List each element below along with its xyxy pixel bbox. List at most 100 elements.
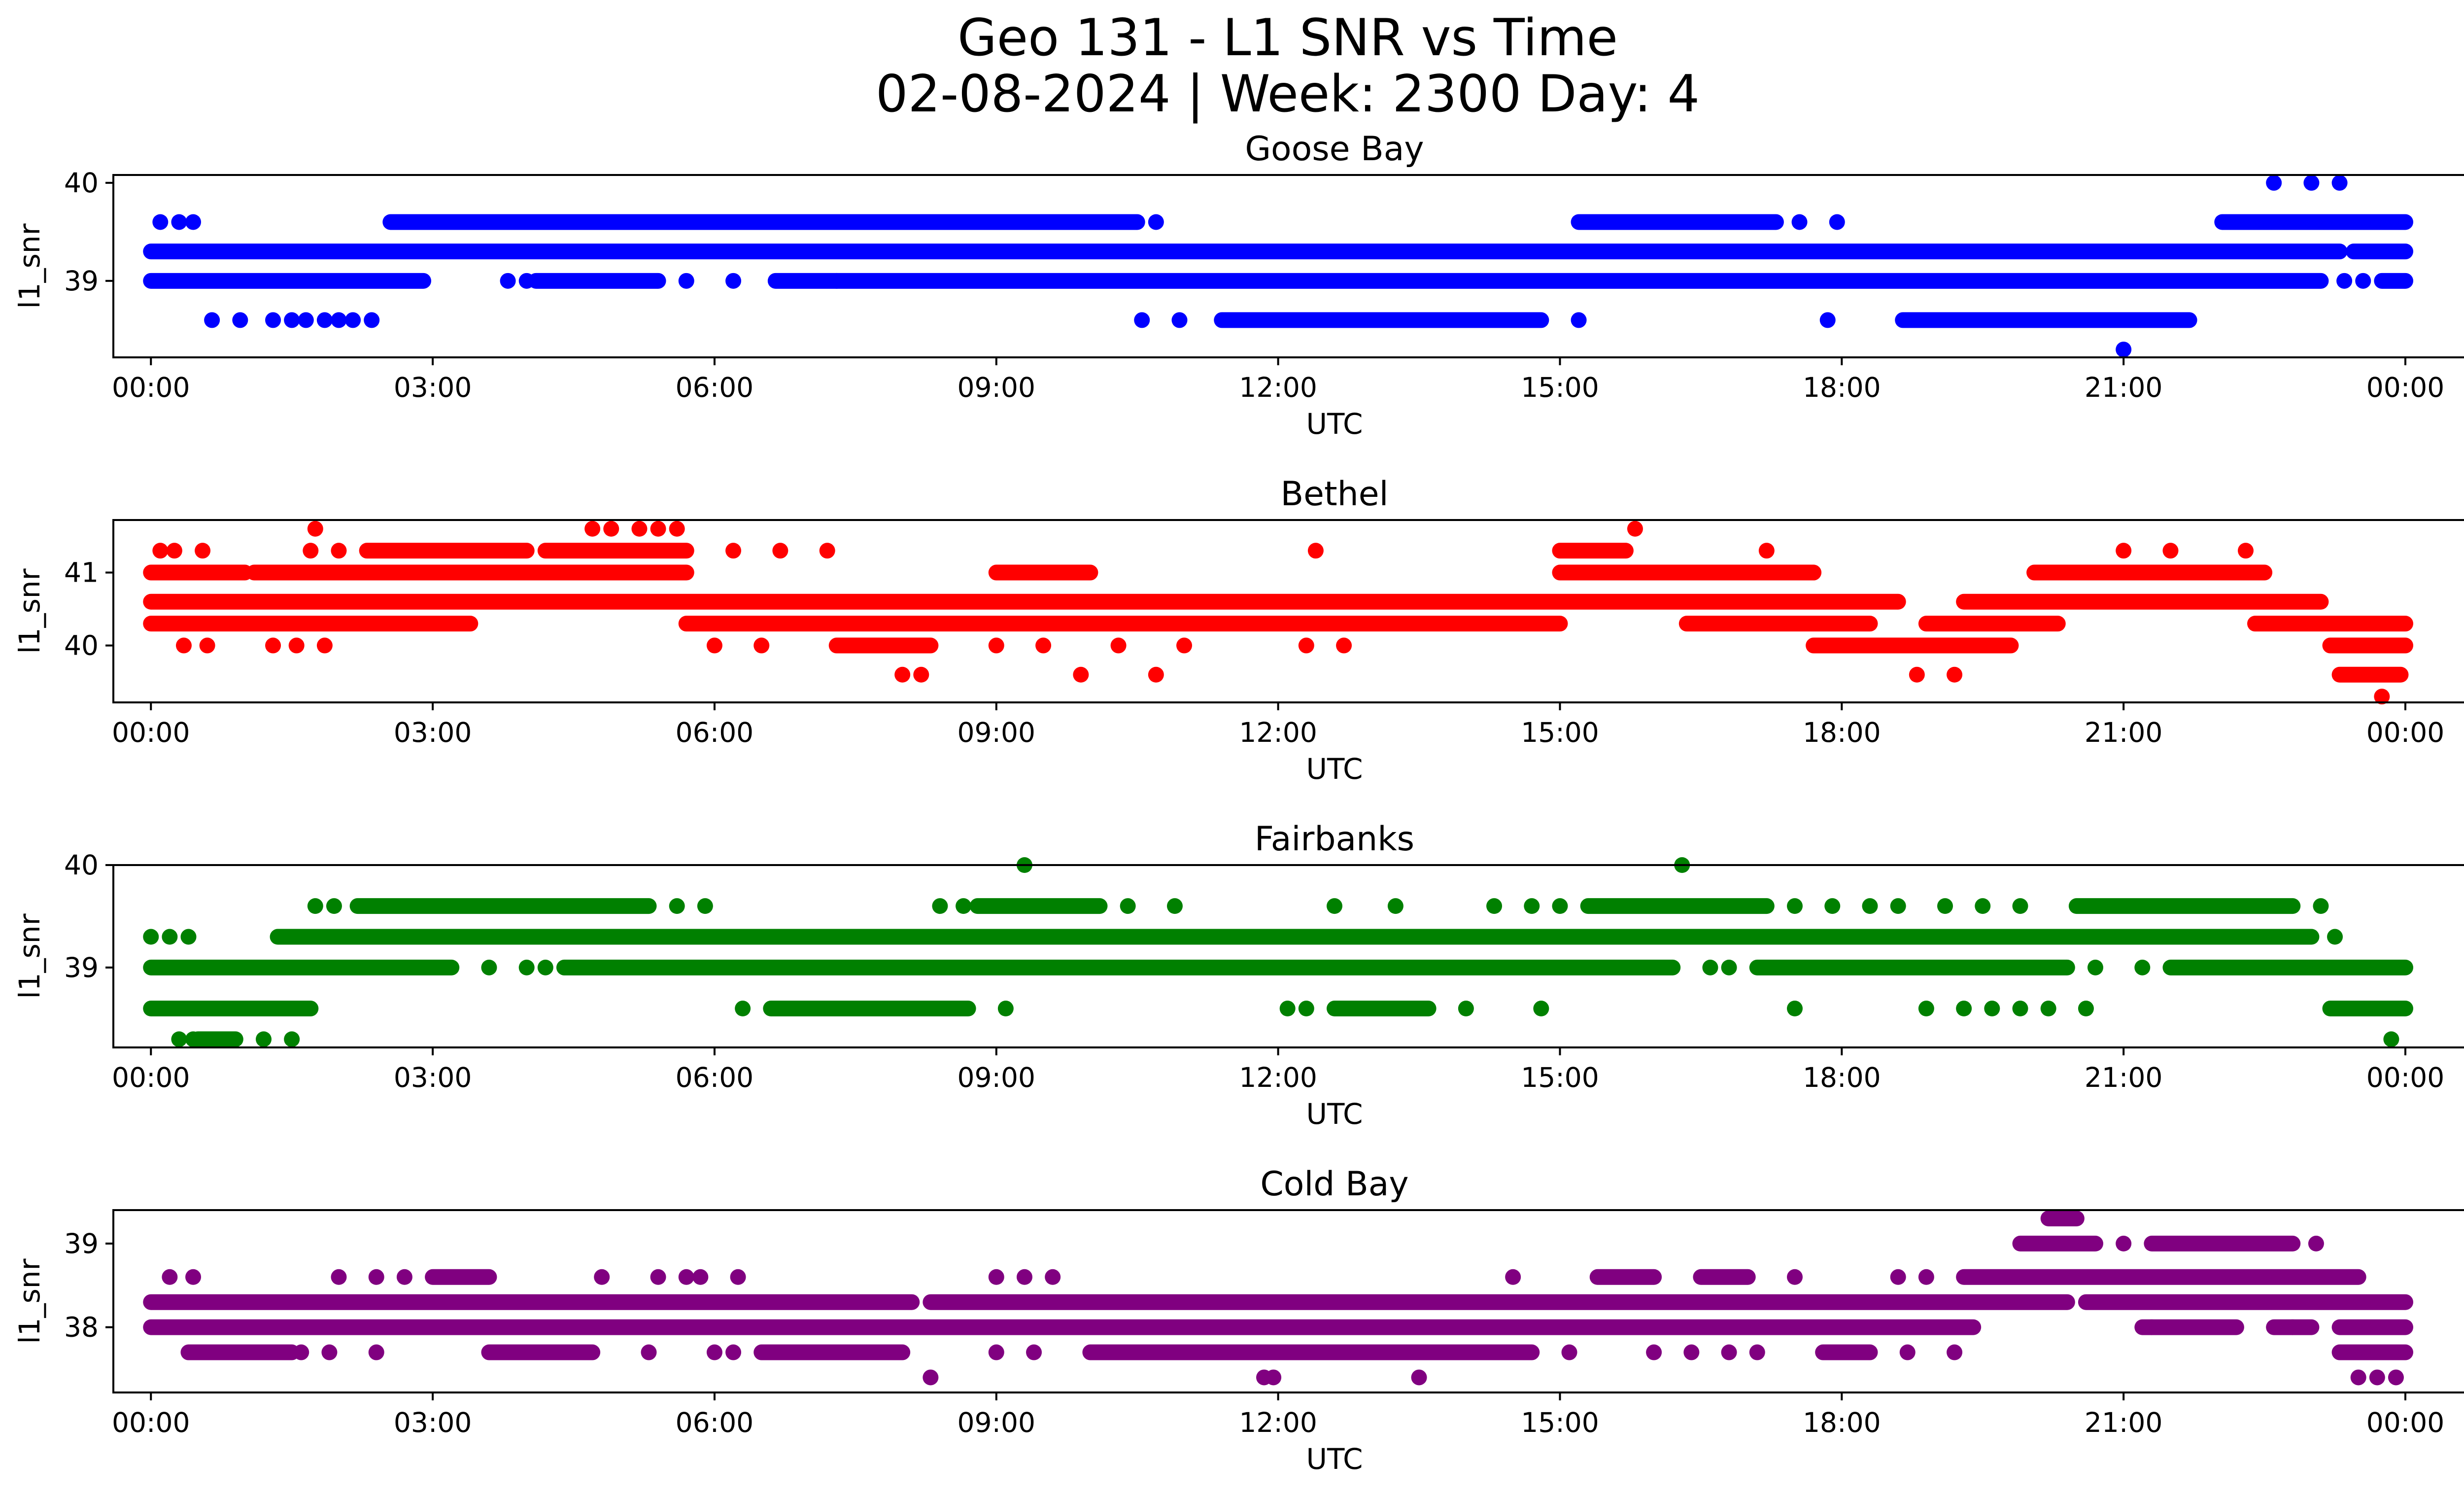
x-tick-label: 15:00 — [1521, 1062, 1599, 1093]
data-point — [364, 312, 380, 328]
data-point — [326, 898, 342, 914]
figure-title: Geo 131 - L1 SNR vs Time — [958, 8, 1618, 68]
data-point — [1073, 666, 1089, 683]
x-tick-label: 15:00 — [1521, 1407, 1599, 1438]
y-tick-label: 38 — [64, 1312, 99, 1343]
x-tick-label: 21:00 — [2085, 1407, 2163, 1438]
y-tick-label: 39 — [64, 952, 99, 983]
x-tick-label: 03:00 — [394, 372, 472, 403]
plot-frame — [112, 864, 2464, 1048]
data-point — [650, 1269, 666, 1285]
data-point — [772, 543, 788, 559]
x-tick-label: 18:00 — [1803, 1407, 1881, 1438]
data-point — [1975, 898, 1991, 914]
x-tick-label: 00:00 — [112, 372, 190, 403]
data-point — [518, 273, 535, 289]
data-point — [725, 1344, 742, 1360]
x-axis-label: UTC — [1306, 407, 1363, 441]
y-axis-label: l1_snr — [13, 223, 46, 309]
data-point — [1758, 543, 1775, 559]
data-point — [2012, 1001, 2028, 1017]
x-tick-label: 18:00 — [1803, 1062, 1881, 1093]
data-point — [594, 1269, 610, 1285]
data-point — [725, 543, 742, 559]
data-point — [1749, 1344, 1765, 1360]
data-point — [185, 1269, 202, 1285]
data-point — [143, 929, 159, 945]
y-tick-label: 39 — [64, 265, 99, 297]
data-point — [1458, 1001, 1474, 1017]
data-point — [1486, 898, 1503, 914]
data-point — [1505, 1269, 1521, 1285]
data-point — [1411, 1369, 1427, 1386]
data-point — [2327, 929, 2343, 945]
data-point — [956, 898, 972, 914]
y-axis-label: l1_snr — [13, 568, 46, 654]
x-tick-label: 09:00 — [958, 717, 1036, 748]
data-point — [171, 1031, 187, 1047]
data-point — [162, 1269, 178, 1285]
axes: 00:00 03:00 06:00 09:00 12:00 15:00 18:00 21:00… — [64, 1228, 2444, 1438]
x-tick-label: 00:00 — [112, 1062, 190, 1093]
x-tick-label: 00:00 — [2366, 1062, 2445, 1093]
y-axis-label: l1_snr — [13, 913, 46, 999]
data-point — [584, 521, 601, 537]
data-point — [1787, 1001, 1803, 1017]
data-point — [1171, 312, 1188, 328]
data-point — [725, 273, 742, 289]
data-point — [2331, 174, 2348, 191]
data-point — [284, 1031, 300, 1047]
y-tick-label: 39 — [64, 1228, 99, 1259]
data-point — [706, 637, 722, 654]
axes: 00:00 03:00 06:00 09:00 12:00 15:00 18:00 21:00… — [64, 849, 2444, 1093]
data-point — [697, 898, 713, 914]
data-point — [1702, 959, 1718, 975]
x-tick-label: 09:00 — [958, 1407, 1036, 1438]
data-point — [828, 273, 845, 289]
data-point — [1016, 1269, 1032, 1285]
data-point — [894, 666, 911, 683]
data-point — [923, 1369, 939, 1386]
data-point — [2336, 273, 2353, 289]
data-point — [166, 543, 182, 559]
data-point — [1787, 1269, 1803, 1285]
data-point — [678, 1269, 694, 1285]
panel-title: Fairbanks — [1255, 820, 1414, 859]
data-point — [2313, 898, 2329, 914]
x-tick-label: 18:00 — [1803, 372, 1881, 403]
data-point — [1307, 543, 1324, 559]
data-point — [730, 1269, 746, 1285]
data-point — [2134, 959, 2151, 975]
data-point — [1819, 312, 1836, 328]
x-axis-label: UTC — [1306, 1442, 1363, 1476]
data-point — [303, 543, 319, 559]
data-point — [152, 543, 169, 559]
panel-title: Bethel — [1281, 475, 1389, 514]
data-point — [537, 959, 553, 975]
data-point — [913, 666, 929, 683]
data-point — [1134, 312, 1150, 328]
data-point — [1298, 637, 1314, 654]
data-point — [1683, 1344, 1700, 1360]
data-point — [1045, 1269, 1061, 1285]
data-point — [1026, 1344, 1042, 1360]
axes: 00:00 03:00 06:00 09:00 12:00 15:00 18:00 21:00… — [64, 557, 2444, 748]
data-point — [2144, 1319, 2160, 1335]
data-point — [1120, 898, 1136, 914]
x-tick-label: 00:00 — [2366, 1407, 2445, 1438]
data-point — [2087, 959, 2103, 975]
data-point — [1571, 312, 1587, 328]
data-point — [2303, 174, 2320, 191]
data-point — [1824, 898, 1841, 914]
data-point — [481, 959, 497, 975]
data-point — [396, 1269, 412, 1285]
x-tick-label: 09:00 — [958, 372, 1036, 403]
data-point — [255, 1031, 272, 1047]
x-tick-label: 21:00 — [2085, 717, 2163, 748]
x-tick-label: 00:00 — [112, 717, 190, 748]
x-tick-label: 00:00 — [2366, 717, 2445, 748]
data-point — [1035, 637, 1052, 654]
data-point — [2266, 174, 2282, 191]
data-point — [175, 637, 192, 654]
x-tick-label: 06:00 — [676, 1062, 754, 1093]
